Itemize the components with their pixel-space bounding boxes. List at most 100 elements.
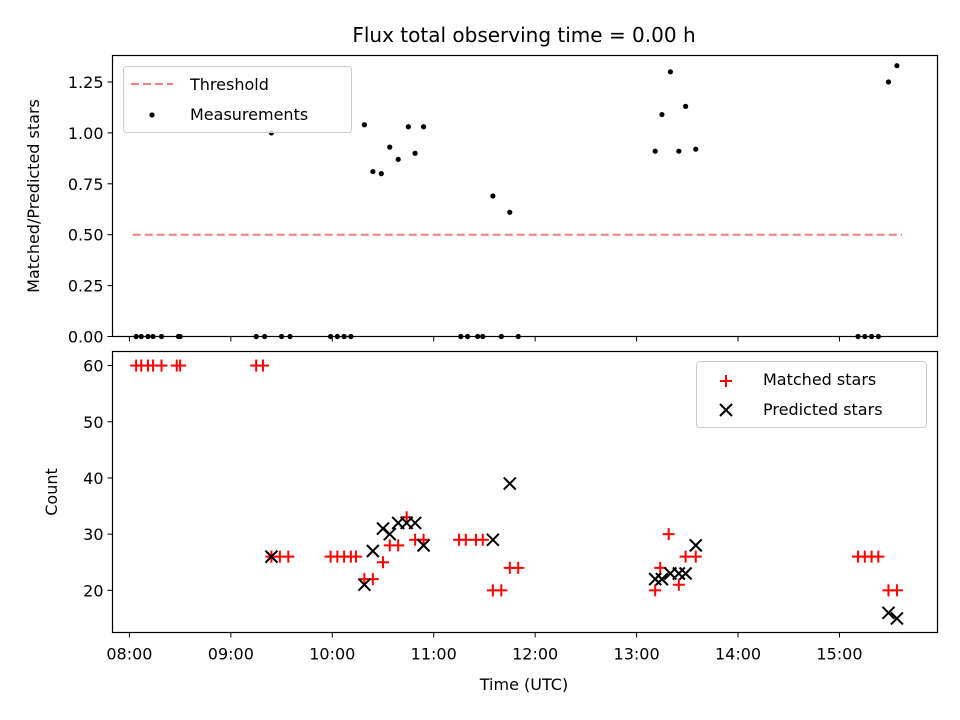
top-y-tick-label: 0.75 [68,175,104,194]
matched-star-point [155,359,168,372]
predicted-star-point [408,516,422,530]
matched-star-point [890,584,903,597]
top-panel: Flux total observing time = 0.00 h Match… [24,23,939,347]
predicted-star-point-b [881,606,896,620]
matched-star-point [376,556,389,569]
measurement-point [395,156,401,162]
predicted-star-point-b [678,566,693,581]
x-tick-label: 08:00 [106,645,152,664]
bottom-y-tick-label: 30 [83,525,103,544]
predicted-star-point [672,566,686,581]
measurement-point [676,148,682,154]
measurement-point [370,168,376,175]
bottom-legend: Matched stars Predicted stars [696,361,927,428]
bottom-y-axis-label: Count [42,468,61,516]
bottom-legend-box [696,361,927,428]
predicted-star-point [357,578,372,592]
x-tick-label: 10:00 [309,645,355,664]
matched-star-point [256,359,269,372]
top-y-axis-label: Matched/Predicted stars [24,99,43,293]
measurement-point [659,111,665,118]
measurement-point [361,122,367,128]
threshold-legend-label: Threshold [189,75,269,94]
matched-star-point [459,533,472,546]
measurement-point [405,124,411,130]
predicted-star-point-b [408,516,422,530]
bottom-y-tick-label: 50 [83,413,103,432]
matched-star-point [662,528,675,541]
predicted-star-point-b [486,533,500,547]
x-tick-label: 12:00 [512,645,558,664]
matched-star-point [417,533,430,546]
predicted-star-point-b [383,527,397,541]
measurement-point [507,209,513,215]
top-y-tick-label: 1.00 [68,124,104,143]
measurement-point [652,148,658,154]
top-legend-box [123,66,352,133]
matched-star-point [672,578,685,591]
top-plot-area: 0.00 0.25 0.50 0.75 1.00 1.25 [68,63,902,347]
bottom-plot-area: 20 30 40 50 60 08:00 09:00 10:00 11:00 12:00 13:00… [83,357,904,664]
matched-star-point [649,584,662,597]
top-legend: Threshold Measurements [123,66,352,133]
predicted-star-point-b [357,578,372,592]
predicted-star-point-b [264,549,279,564]
top-y-tick-label: 0.25 [68,277,104,296]
bottom-y-tick-label: 20 [83,581,103,600]
matched-star-point [495,584,508,597]
predicted-legend-label: Predicted stars [763,400,883,419]
measurement-point [683,103,689,110]
matched-star-point [512,561,525,574]
measurement-point [693,146,699,152]
measurement-point [420,124,427,130]
measurement-point [387,144,393,150]
measurements-legend-label: Measurements [190,105,308,124]
x-tick-label: 11:00 [411,645,457,664]
bottom-y-tick-label: 60 [83,357,103,376]
predicted-star-point-b [655,572,669,586]
predicted-star-point-b [416,538,431,553]
x-tick-label: 13:00 [614,645,660,664]
bottom-axes-frame [111,350,939,634]
measurement-point [490,193,496,199]
predicted-star-point [655,572,669,586]
x-tick-label: 15:00 [816,645,862,664]
matched-star-point [689,550,702,563]
matched-star-point [872,550,885,563]
matched-star-point [679,550,692,563]
bottom-panel: Count Time (UTC) 20 30 40 50 60 08:00 09:00 10:… [42,350,939,694]
predicted-star-point-b [689,538,703,553]
matched-legend-marker [720,375,732,387]
matched-legend-label: Matched stars [763,370,876,389]
top-axes-frame [111,54,939,338]
measurement-point [412,150,418,156]
top-y-tick-label: 0.50 [68,226,104,245]
predicted-legend-marker [719,403,733,417]
predicted-star-point-b [366,544,380,558]
matched-star-point [282,550,295,563]
top-y-tick-label: 0.00 [68,328,104,347]
x-tick-label: 09:00 [208,645,254,664]
predicted-star-point [366,544,380,558]
predicted-star-point [383,527,397,541]
matched-star-point [349,550,362,563]
measurement-point [378,171,384,177]
measurements-legend-marker [149,112,155,118]
matched-star-point [174,359,187,372]
x-tick-label: 14:00 [715,645,761,664]
predicted-star-point [890,611,904,626]
top-y-tick-label: 1.25 [68,73,104,92]
measurement-point [667,69,673,75]
predicted-star-point-b [890,611,904,626]
bottom-y-tick-label: 40 [83,469,103,488]
predicted-star-point [503,476,517,491]
measurement-point [885,79,892,85]
predicted-star-point [416,538,431,553]
predicted-star-point [678,566,693,581]
predicted-star-point [264,549,279,564]
bottom-x-axis-label: Time (UTC) [479,675,568,694]
top-chart-title: Flux total observing time = 0.00 h [352,23,695,47]
predicted-star-point [881,606,896,620]
measurement-point [894,63,900,69]
